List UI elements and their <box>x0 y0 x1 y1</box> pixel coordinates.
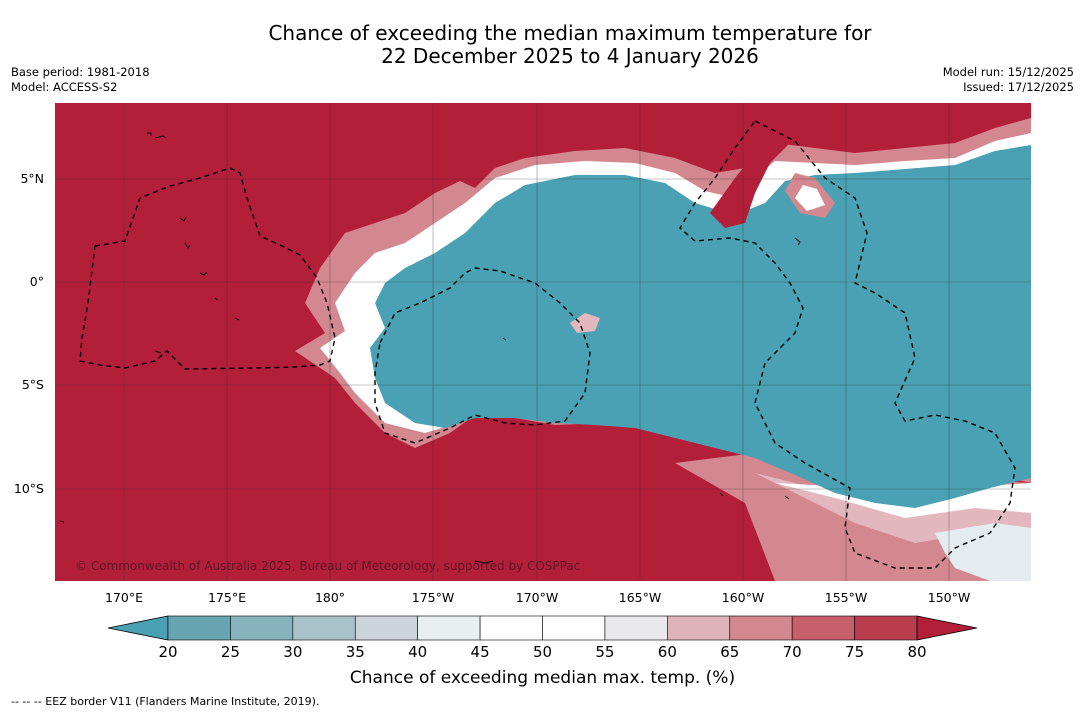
lon-label-155w: 155°W <box>824 590 868 605</box>
eez-phoenix <box>374 267 591 444</box>
colorbar-tick-label: 20 <box>158 643 178 661</box>
colorbar-tick-label: 60 <box>657 643 677 661</box>
lon-label-150w: 150°W <box>927 590 971 605</box>
colorbar-segment <box>542 615 606 641</box>
lon-label-180: 180° <box>314 590 346 605</box>
lat-label-5s: 5°S <box>21 377 44 392</box>
colorbar-high-extension <box>916 615 978 641</box>
eez-kiribati-gilberts <box>79 167 336 370</box>
lon-label-175e: 175°E <box>207 590 246 605</box>
lon-label-160w: 160°W <box>721 590 765 605</box>
chart-title: Chance of exceeding the median maximum t… <box>0 22 1085 68</box>
southeast-grey-region <box>935 523 1031 581</box>
lat-label-5n: 5°N <box>20 171 44 186</box>
eez-line-islands <box>679 120 1016 569</box>
colorbar-tick-label: 50 <box>532 643 553 661</box>
forecast-map: © Commonwealth of Australia 2025, Bureau… <box>55 103 1031 581</box>
issued-date: Issued: 17/12/2025 <box>963 80 1074 94</box>
colorbar-segment <box>604 615 668 641</box>
graticule <box>55 103 1031 581</box>
colorbar-tick-label: 45 <box>470 643 490 661</box>
eez-borders <box>79 120 1016 569</box>
model-run: Model run: 15/12/2025 <box>942 65 1074 79</box>
lon-label-170w: 170°W <box>515 590 559 605</box>
model-name: Model: ACCESS-S2 <box>11 80 118 94</box>
colorbar-segment <box>354 615 418 641</box>
colorbar-segment <box>729 615 793 641</box>
meta-left: Base period: 1981-2018 Model: ACCESS-S2 <box>11 65 150 95</box>
colorbar-tick-label: 30 <box>283 643 303 661</box>
colorbar-tick-label: 70 <box>782 643 802 661</box>
north-warm-intrusion <box>710 133 795 228</box>
colorbar-segment <box>479 615 543 641</box>
colorbar <box>107 615 978 641</box>
colorbar-segments <box>167 615 918 641</box>
title-line-1: Chance of exceeding the median maximum t… <box>268 21 872 45</box>
colorbar-label: Chance of exceeding median max. temp. (%… <box>349 668 736 688</box>
eez-footer-note: -- -- -- EEZ border V11 (Flanders Marine… <box>11 695 320 708</box>
colorbar-segment <box>791 615 855 641</box>
lat-label-10s: 10°S <box>13 481 44 496</box>
base-period: Base period: 1981-2018 <box>11 65 150 79</box>
lat-label-0: 0° <box>29 274 44 289</box>
colorbar-segment <box>417 615 481 641</box>
copyright-notice: © Commonwealth of Australia 2025, Bureau… <box>75 559 580 573</box>
colorbar-low-extension <box>107 615 169 641</box>
islands <box>59 132 801 564</box>
north-white-pocket <box>795 185 825 211</box>
title-line-2: 22 December 2025 to 4 January 2026 <box>381 44 759 68</box>
colorbar-tick-label: 65 <box>720 643 740 661</box>
colorbar-tick-label: 25 <box>220 643 240 661</box>
warm-spot <box>570 313 600 333</box>
colorbar-tick-label: 80 <box>907 643 927 661</box>
colorbar-tick-label: 75 <box>845 643 865 661</box>
lon-label-170e: 170°E <box>104 590 143 605</box>
colorbar-tick-label: 35 <box>345 643 365 661</box>
colorbar-segment <box>667 615 731 641</box>
lon-label-165w: 165°W <box>618 590 662 605</box>
colorbar-segment <box>230 615 294 641</box>
colorbar-segment <box>292 615 356 641</box>
colorbar-tick-label: 40 <box>408 643 428 661</box>
colorbar-segment <box>167 615 231 641</box>
lon-label-175w: 175°W <box>411 590 455 605</box>
cool-region <box>370 145 1031 508</box>
colorbar-segment <box>854 615 918 641</box>
meta-right: Model run: 15/12/2025 Issued: 17/12/2025 <box>943 65 1074 95</box>
colorbar-tick-label: 55 <box>595 643 615 661</box>
